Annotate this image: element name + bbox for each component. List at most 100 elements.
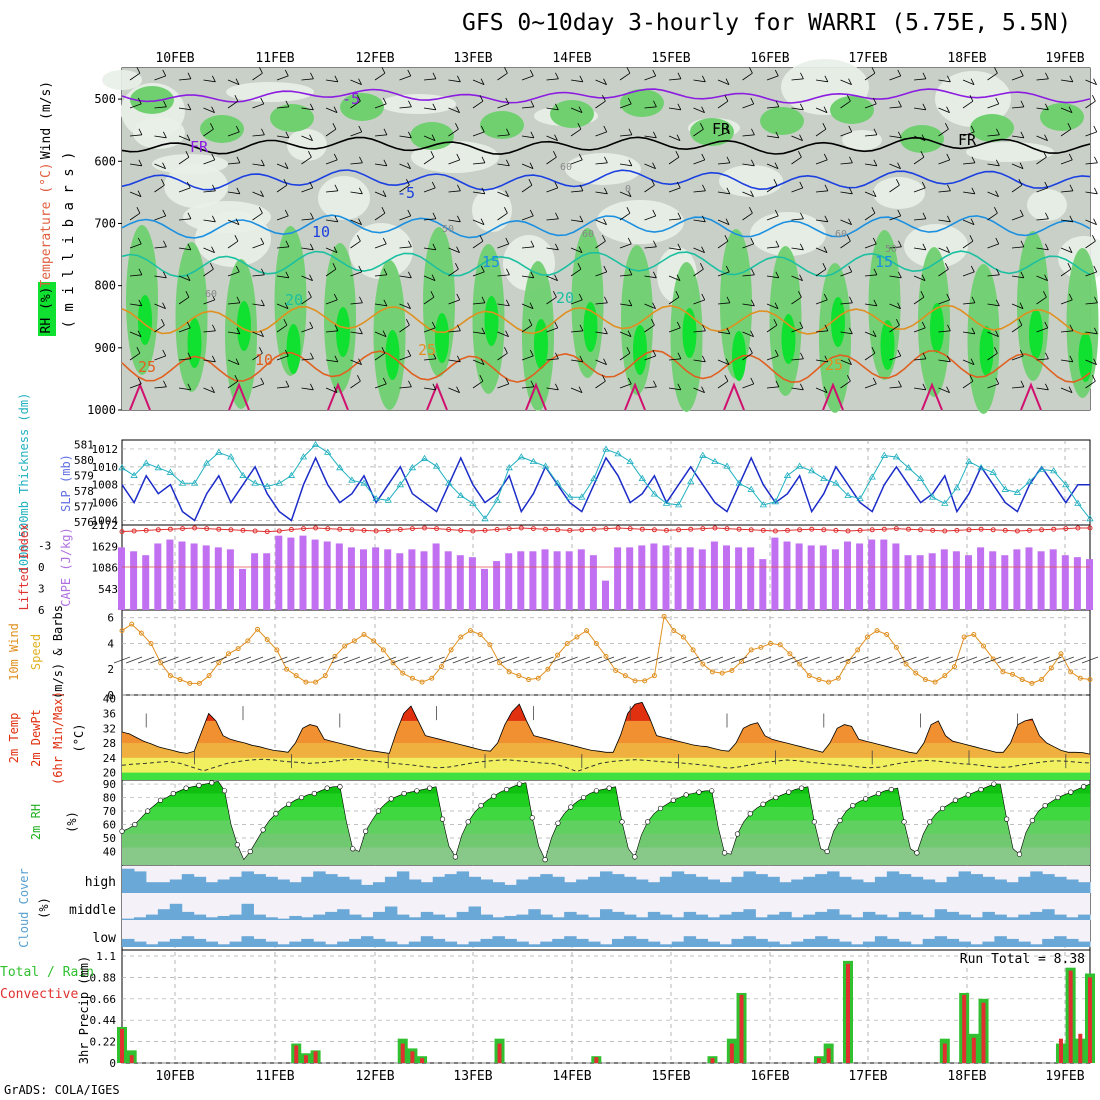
wind-barb-flag (873, 299, 878, 306)
wind-barb (1036, 135, 1048, 142)
wind-barb (423, 327, 436, 333)
rh2m-marker (786, 789, 792, 795)
wind10-marker (845, 659, 851, 665)
wind-barb (301, 218, 314, 221)
wind-barb-flag (898, 131, 902, 138)
thickness-marker (1086, 515, 1094, 522)
wind-barb-flag (995, 330, 999, 337)
rh-green-core (831, 297, 845, 347)
cloud-cell (277, 944, 290, 947)
wind-barb-flag (603, 218, 607, 225)
rh-upper-patch (550, 100, 594, 128)
cloud-cell (922, 879, 936, 893)
cloud-cell (623, 936, 637, 947)
wind-barb (742, 103, 754, 109)
wind10-marker (409, 675, 415, 681)
wind-barb (472, 162, 485, 165)
cloud-cell (193, 938, 207, 947)
wind-barb-flag (652, 162, 656, 169)
wind-barb-flag (995, 237, 1000, 245)
isotherm-line (121, 88, 1091, 104)
wind-barb (1085, 79, 1097, 86)
wind10-barb (246, 656, 264, 664)
wind-barb (252, 103, 264, 109)
wind10-marker (584, 628, 590, 634)
wind-barb (791, 247, 804, 251)
thickness-marker (723, 462, 731, 469)
wind10-marker (448, 647, 454, 653)
wind-barb-flag (528, 179, 533, 186)
cloud-cell (289, 915, 302, 920)
wind-barb-flag (724, 375, 729, 382)
cape-bar (771, 537, 779, 610)
cloud-cell (850, 879, 864, 893)
wind-barb (987, 134, 1000, 137)
wind-barb-flag (945, 263, 949, 270)
lifted-index-marker (990, 527, 996, 533)
cape-bar (1001, 555, 1009, 610)
thickness-marker (251, 479, 259, 486)
cloud-cell (803, 914, 816, 920)
wind-barb-flag (456, 106, 460, 113)
rh2m-marker (132, 821, 138, 828)
wind-barb-flag (137, 330, 142, 337)
wind-barb (717, 219, 730, 226)
wind-barb (1085, 271, 1097, 277)
temp-tick-label: 32 (103, 722, 116, 735)
wind-barb (766, 135, 779, 139)
wind-barb-flag (872, 190, 877, 197)
wind-barb-flag (799, 134, 803, 141)
thickness-marker (1025, 477, 1034, 485)
wind-barb-flag (724, 235, 729, 242)
wind-barb (766, 324, 778, 333)
wind-barb (497, 352, 508, 361)
wind-barb (570, 159, 583, 165)
wind-barb-flag (283, 179, 288, 186)
thickness-marker (1001, 485, 1010, 492)
wind-barb (1060, 190, 1073, 193)
rh2m-marker (427, 785, 433, 791)
cape-bar (287, 537, 295, 610)
wind-barb (350, 380, 361, 389)
rh2m-axis-label: 2m RH (%) (0, 0, 6, 1)
wind-barb-flag (627, 97, 632, 105)
lifted-index-marker (252, 528, 258, 534)
wind-barb (987, 191, 999, 198)
wind-barb-flag (211, 246, 215, 253)
wind-barb-flag (456, 293, 461, 301)
run-total-text: Run Total = 8.38 (960, 952, 1085, 967)
rh-light-patch (287, 129, 327, 161)
thickness-marker (481, 515, 489, 522)
wind-barb (570, 330, 583, 333)
cloud-cell (588, 876, 601, 893)
wind-barb (864, 383, 877, 389)
wind-barb (840, 240, 851, 249)
rh-green-core (583, 302, 598, 352)
wind10-label-c: (m/s) & Barbs (51, 605, 65, 699)
rh2m-marker (965, 792, 971, 798)
wind-barb (448, 128, 459, 137)
lifted-index-marker (1014, 528, 1020, 534)
wind-barb (154, 324, 165, 333)
wind-barb-flag (383, 159, 388, 166)
wind-barb-flag (995, 190, 999, 197)
cloud-cell (265, 941, 278, 947)
wind-barb-flag (530, 380, 535, 387)
lifted-index-marker (639, 526, 645, 532)
cloud-cell (361, 884, 374, 893)
cloud-cell (1006, 917, 1019, 920)
cape-bar (335, 543, 343, 610)
wind-barb (864, 72, 876, 81)
rh2m-marker (1042, 803, 1048, 809)
wind-barb-flag (947, 355, 951, 362)
rh-contour-label: 50 (885, 244, 897, 255)
lifted-index-marker (748, 527, 754, 533)
wind-barb-flag (824, 355, 829, 362)
wind-barb-flag (1092, 95, 1096, 102)
wind10-marker (874, 628, 880, 634)
cloud-cell (349, 914, 362, 920)
cloud-cell (874, 876, 888, 893)
thickness-marker (856, 494, 864, 502)
cloud-cell (468, 876, 482, 893)
wind-barb-flag (677, 243, 682, 250)
